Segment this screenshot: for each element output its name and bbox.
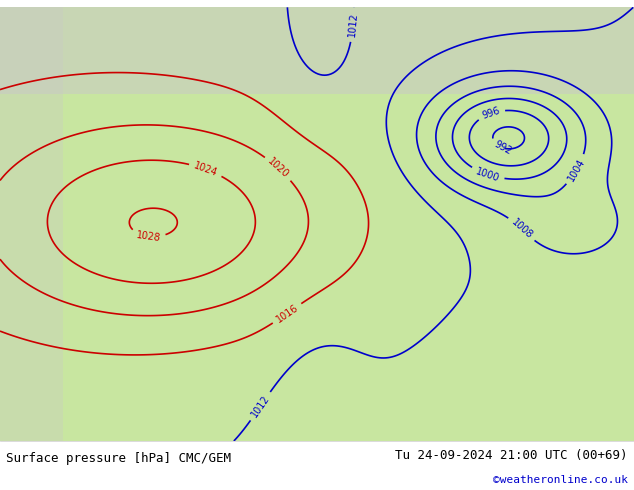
Text: 1024: 1024 bbox=[192, 160, 219, 178]
Text: 1012: 1012 bbox=[249, 393, 271, 419]
Text: 1020: 1020 bbox=[266, 156, 291, 180]
Text: Tu 24-09-2024 21:00 UTC (00+69): Tu 24-09-2024 21:00 UTC (00+69) bbox=[395, 449, 628, 462]
Text: 1012: 1012 bbox=[347, 12, 359, 37]
Text: 1000: 1000 bbox=[474, 166, 501, 183]
Text: 1016: 1016 bbox=[274, 302, 300, 324]
Text: ©weatheronline.co.uk: ©weatheronline.co.uk bbox=[493, 475, 628, 485]
Text: 996: 996 bbox=[481, 105, 501, 121]
Polygon shape bbox=[0, 7, 634, 94]
Text: 1028: 1028 bbox=[136, 230, 161, 243]
Polygon shape bbox=[0, 7, 63, 441]
Text: 1004: 1004 bbox=[566, 157, 587, 183]
Text: 992: 992 bbox=[492, 139, 513, 157]
Text: Surface pressure [hPa] CMC/GEM: Surface pressure [hPa] CMC/GEM bbox=[6, 452, 231, 465]
Text: 1008: 1008 bbox=[509, 217, 534, 241]
